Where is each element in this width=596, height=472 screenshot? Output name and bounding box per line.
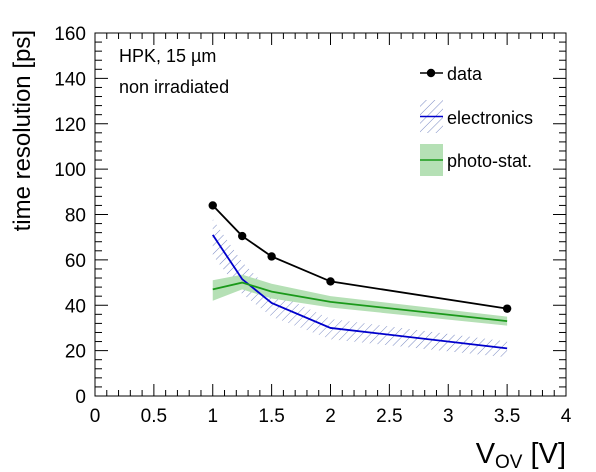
x-axis-label-sub: OV — [495, 452, 523, 472]
y-tick-label: 140 — [54, 69, 86, 90]
y-tick-label: 100 — [54, 160, 86, 181]
y-tick-label: 40 — [65, 296, 86, 317]
annotation-irradiation: non irradiated — [119, 77, 229, 97]
x-tick-label: 3 — [443, 406, 454, 427]
x-axis-label-main: V — [476, 438, 496, 470]
band-electronics — [212, 219, 508, 358]
data-point — [208, 201, 217, 210]
y-tick-label: 160 — [54, 24, 86, 45]
x-tick-label: 0.5 — [141, 406, 167, 427]
x-axis-label-unit: [V] — [522, 438, 566, 470]
data-point — [326, 277, 335, 286]
uncertainty-bands — [212, 219, 508, 358]
x-tick-label: 3.5 — [494, 406, 520, 427]
y-tick-labels: 0 20 40 60 80 100 120 140 160 — [54, 24, 86, 408]
x-tick-label: 1 — [207, 406, 218, 427]
x-axis-label: VOV [V] — [476, 438, 566, 472]
legend-label-electronics: electronics — [447, 108, 533, 128]
x-tick-label: 2.5 — [376, 406, 402, 427]
x-tick-label: 2 — [325, 406, 336, 427]
legend-data-marker — [426, 68, 436, 78]
data-point — [502, 304, 512, 313]
x-tick-label: 4 — [561, 406, 572, 427]
legend-label-data: data — [447, 64, 483, 84]
data-point — [237, 231, 247, 241]
x-tick-label: 0 — [90, 406, 101, 427]
series-line-electronics — [212, 234, 508, 350]
annotation-sensor: HPK, 15 µm — [119, 46, 216, 66]
y-tick-label: 80 — [65, 206, 86, 227]
axis-ticks — [94, 32, 567, 397]
series-line-photostat — [212, 281, 508, 323]
y-tick-label: 60 — [65, 251, 86, 272]
y-tick-label: 20 — [65, 342, 86, 363]
data-markers — [208, 201, 512, 313]
legend-label-photostat: photo-stat. — [447, 151, 532, 171]
legend: data electronics photo-stat. — [420, 64, 533, 176]
y-axis-label: time resolution [ps] — [9, 30, 36, 231]
y-tick-label: 120 — [54, 115, 86, 136]
x-tick-labels: 0 0.5 1 1.5 2 2.5 3 3.5 4 — [90, 406, 572, 427]
data-point — [267, 252, 276, 261]
y-tick-label: 0 — [75, 387, 86, 408]
x-tick-label: 1.5 — [258, 406, 284, 427]
